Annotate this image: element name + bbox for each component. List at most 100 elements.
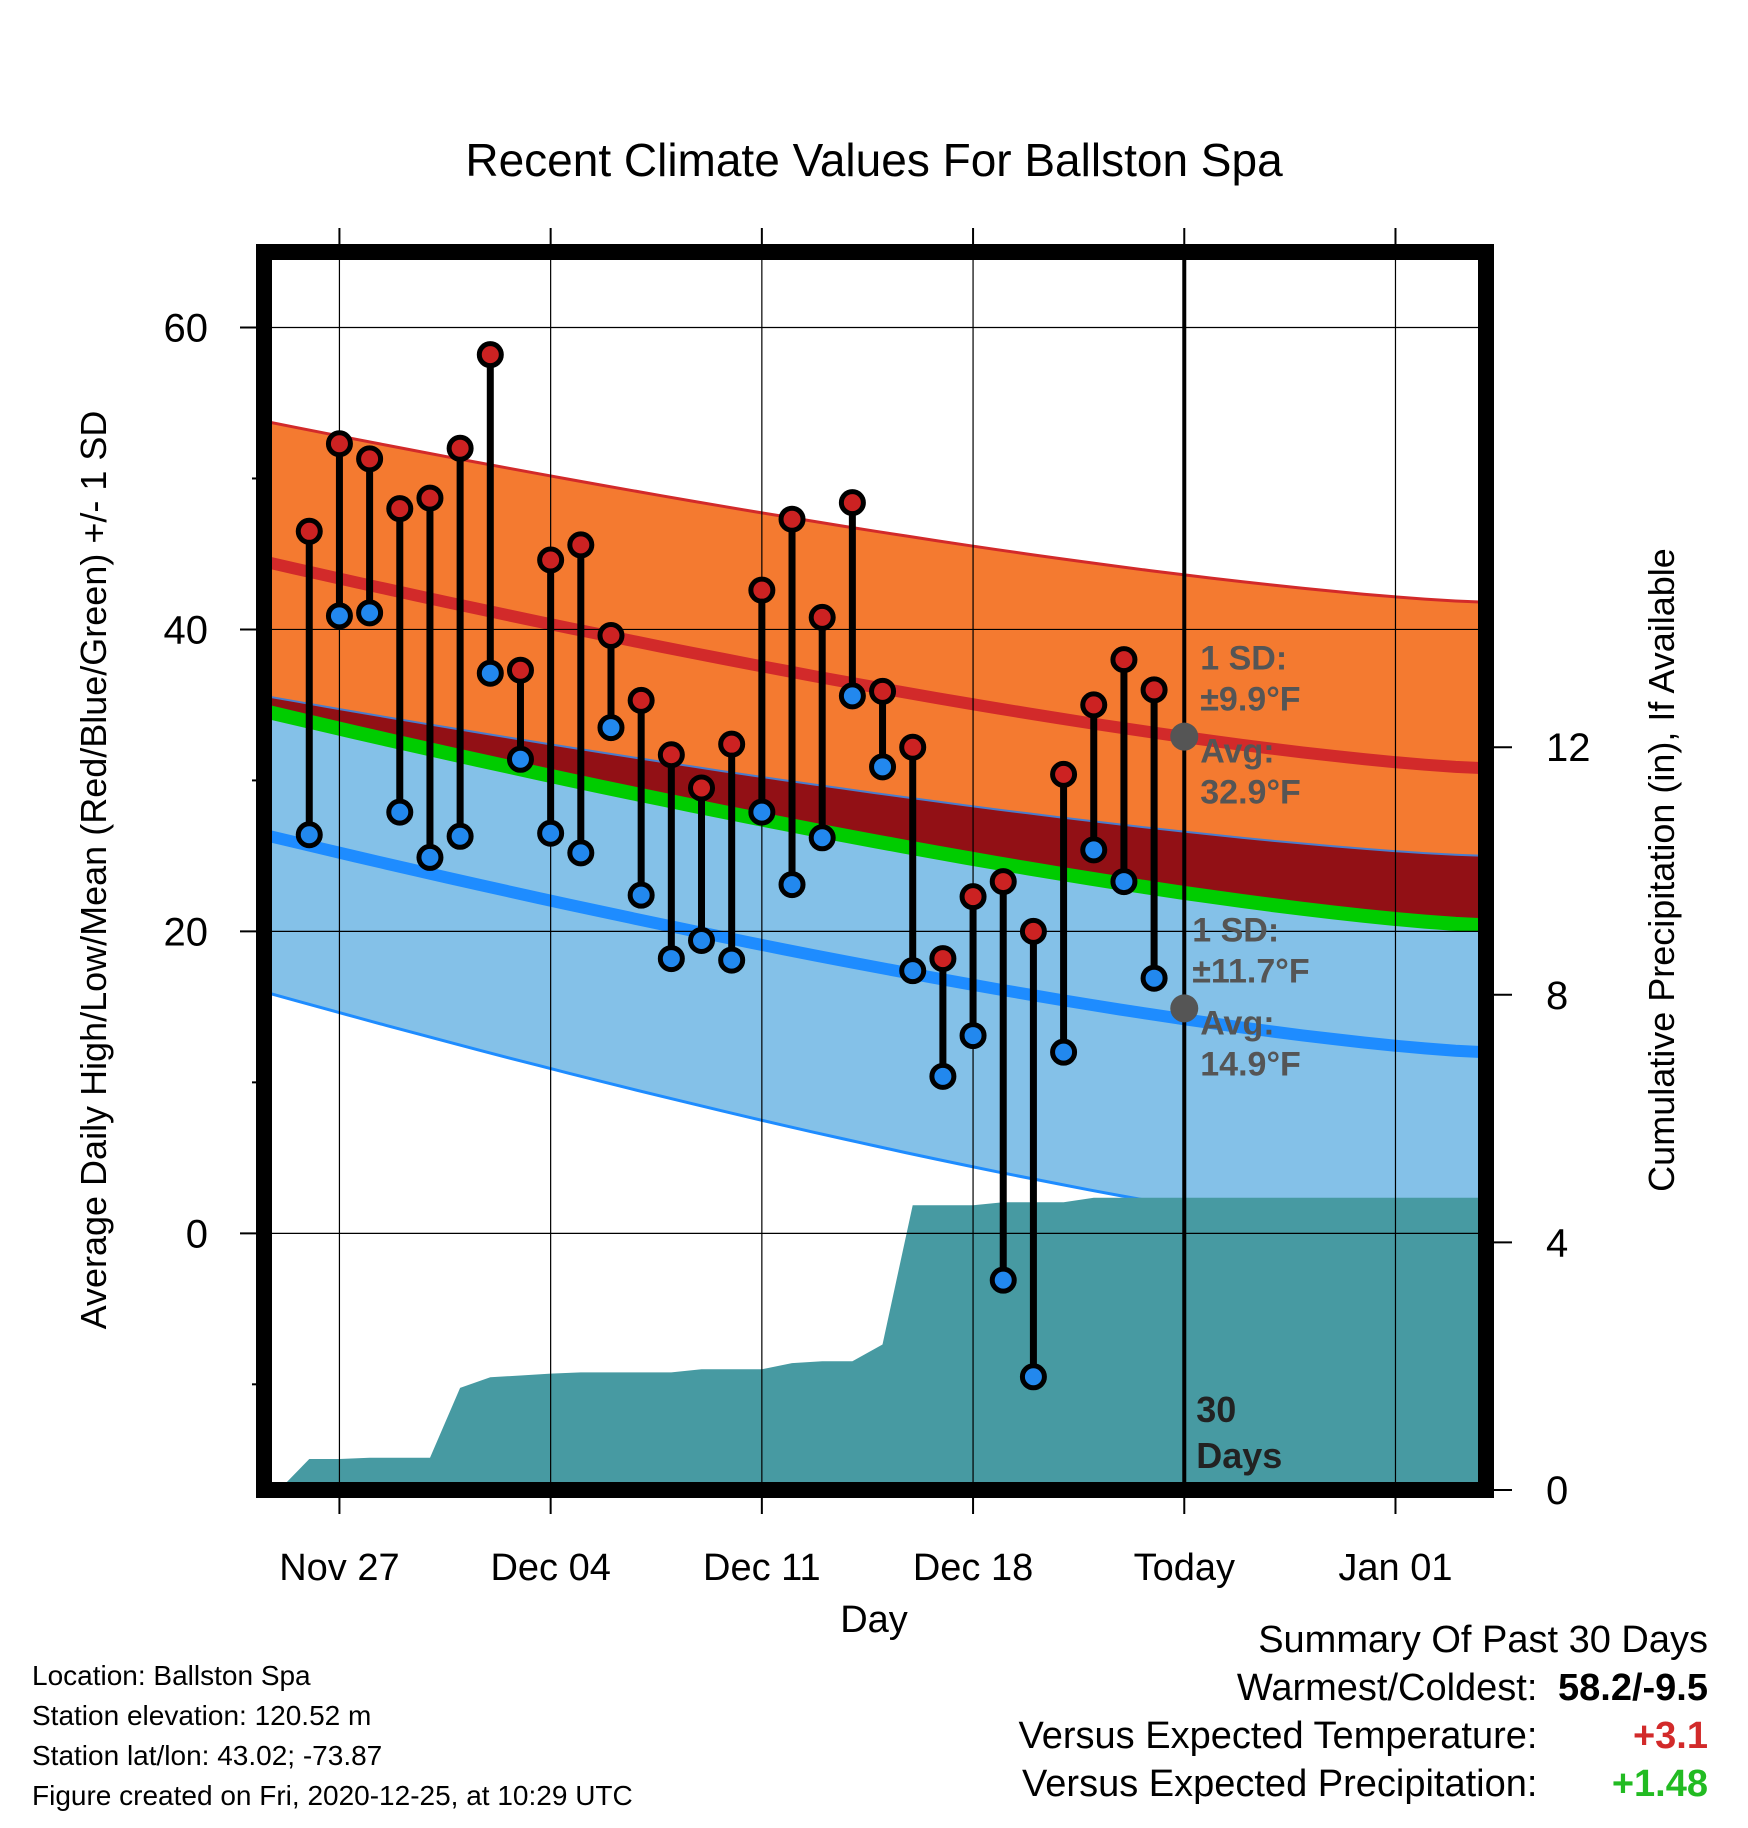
daily-high-point <box>386 495 414 523</box>
figure-created: Figure created on Fri, 2020-12-25, at 10… <box>32 1780 633 1811</box>
daily-high-point <box>325 430 353 458</box>
daily-high-point <box>597 621 625 649</box>
station-elevation: Station elevation: 120.52 m <box>32 1700 372 1731</box>
daily-high-point <box>1080 691 1108 719</box>
summary-warmest-row: Warmest/Coldest: 58.2/-9.5 <box>1019 1664 1708 1712</box>
daily-low-point <box>506 745 534 773</box>
daily-high-point <box>959 883 987 911</box>
temp-value: +3.1 <box>1632 1715 1708 1757</box>
grid <box>264 252 1486 1490</box>
today-days-label: 30 <box>1196 1389 1236 1430</box>
mean-band <box>264 695 1486 926</box>
x-tick-label: Nov 27 <box>279 1547 399 1589</box>
low-avg-value: 14.9°F <box>1200 1045 1301 1083</box>
y2-tick-label: 4 <box>1546 1221 1568 1265</box>
mean-avg-line <box>264 704 1486 933</box>
y-axis-label: Average Daily High/Low/Mean (Red/Blue/Gr… <box>73 411 114 1330</box>
daily-low-point <box>567 839 595 867</box>
daily-low-point <box>1080 836 1108 864</box>
daily-low-point <box>537 819 565 847</box>
daily-low-point <box>657 945 685 973</box>
daily-low-point <box>1110 868 1138 896</box>
daily-low-point <box>1019 1363 1047 1391</box>
daily-high-point <box>476 341 504 369</box>
y2-tick-label: 8 <box>1546 974 1568 1018</box>
station-location: Location: Ballston Spa <box>32 1660 311 1691</box>
x-tick-label: Dec 11 <box>703 1547 821 1589</box>
daily-high-point <box>295 517 323 545</box>
summary-temp-row: Versus Expected Temperature: +3.1 <box>1019 1712 1708 1760</box>
daily-low-point <box>869 753 897 781</box>
daily-low-point <box>778 871 806 899</box>
daily-low-point <box>356 599 384 627</box>
daily-low-point <box>688 926 716 954</box>
daily-high-point <box>1110 646 1138 674</box>
y2-tick-label: 0 <box>1546 1469 1568 1513</box>
chart-title: Recent Climate Values For Ballston Spa <box>465 134 1283 186</box>
daily-high-point <box>506 656 534 684</box>
low-sd-label: 1 SD: <box>1192 911 1279 949</box>
daily-low-point <box>446 822 474 850</box>
station-info: Location: Ballston Spa Station elevation… <box>32 1656 633 1816</box>
daily-high-point <box>416 484 444 512</box>
x-axis-label: Day <box>840 1599 908 1641</box>
y-tick-label: 0 <box>186 1212 208 1256</box>
daily-high-point <box>1140 676 1168 704</box>
daily-low-point <box>899 957 927 985</box>
precip-value: +1.48 <box>1611 1763 1708 1805</box>
x-tick-label: Dec 18 <box>913 1547 1033 1589</box>
high-sd-value: ±9.9°F <box>1200 681 1300 719</box>
today-days-label: Days <box>1196 1435 1282 1476</box>
y-tick-label: 20 <box>164 910 209 954</box>
daily-low-point <box>325 602 353 630</box>
plot-frame <box>256 244 1494 1498</box>
daily-low-point <box>748 798 776 826</box>
high-sd-label: 1 SD: <box>1200 640 1287 678</box>
low-avg-today-dot <box>1170 994 1199 1023</box>
precip-area <box>264 1197 1486 1490</box>
daily-high-point <box>1050 760 1078 788</box>
mean-upper-line <box>264 694 1486 857</box>
daily-low-point <box>416 843 444 871</box>
daily-low-point <box>989 1266 1017 1294</box>
axes: 0 20 40 60 0 4 8 12 Nov 27 Dec 04 Dec 11 Dec 18 Toda… <box>164 228 1591 1589</box>
daily-low-point <box>718 946 746 974</box>
daily-low-point <box>597 714 625 742</box>
daily-low-point <box>838 682 866 710</box>
x-tick-label: Dec 04 <box>490 1547 610 1589</box>
x-tick-label: Jan 01 <box>1338 1547 1452 1589</box>
daily-high-point <box>567 531 595 559</box>
daily-low-point <box>1140 964 1168 992</box>
high-sd-upper-line <box>264 419 1486 604</box>
daily-low-point <box>959 1022 987 1050</box>
station-latlon: Station lat/lon: 43.02; -73.87 <box>32 1740 383 1771</box>
daily-high-point <box>808 603 836 631</box>
daily-low-point <box>386 798 414 826</box>
high-avg-value: 32.9°F <box>1200 774 1301 812</box>
low-sd-band <box>264 711 1486 1246</box>
y-tick-label: 40 <box>164 608 209 652</box>
high-avg-today-dot <box>1170 722 1199 751</box>
daily-high-point <box>657 741 685 769</box>
daily-low-point <box>929 1062 957 1090</box>
daily-high-point <box>627 686 655 714</box>
y2-axis-label: Cumulative Precipitation (in), If Availa… <box>1641 548 1682 1192</box>
daily-high-point <box>838 489 866 517</box>
daily-high-point <box>1019 917 1047 945</box>
daily-high-point <box>989 868 1017 896</box>
daily-high-point <box>356 445 384 473</box>
daily-high-point <box>446 434 474 462</box>
daily-low-point <box>627 881 655 909</box>
daily-low-point <box>1050 1038 1078 1066</box>
daily-high-point <box>929 945 957 973</box>
high-avg-label: Avg: <box>1200 733 1274 771</box>
daily-high-point <box>537 546 565 574</box>
daily-low-point <box>295 821 323 849</box>
daily-high-point <box>778 505 806 533</box>
warmest-value: 58.2/-9.5 <box>1558 1667 1708 1709</box>
low-sd-value: ±11.7°F <box>1192 952 1309 990</box>
daily-high-point <box>748 576 776 604</box>
precip-label: Versus Expected Precipitation: <box>1022 1763 1538 1805</box>
